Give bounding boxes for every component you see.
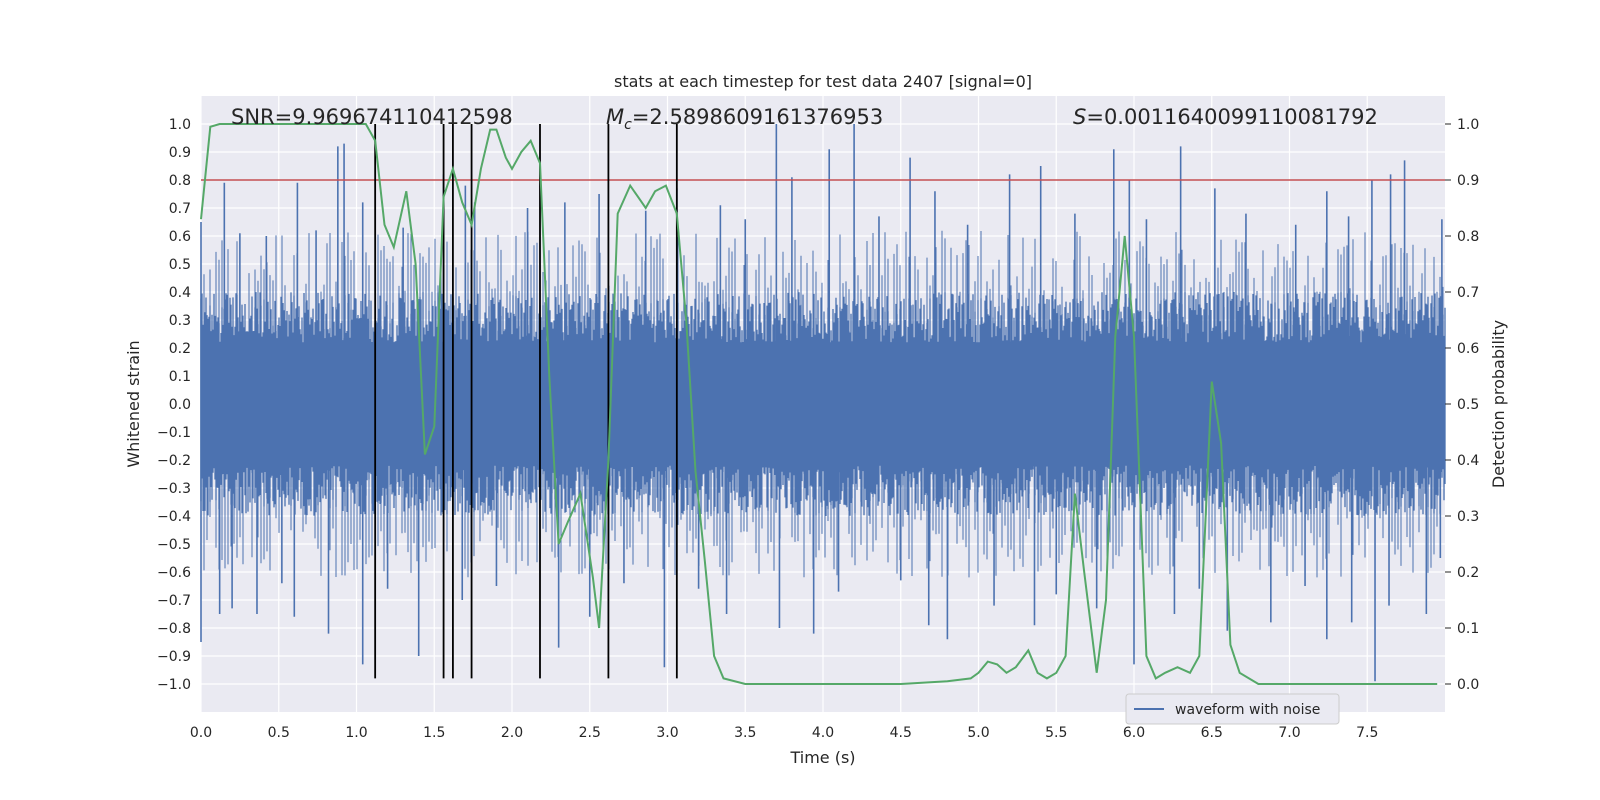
s-annotation: S=0.0011640099110081792: [1073, 105, 1378, 129]
s-value: =0.0011640099110081792: [1086, 105, 1378, 129]
y-tick-label: −0.1: [157, 425, 191, 441]
y2-tick-label: 1.0: [1457, 117, 1479, 133]
x-tick-label: 1.0: [345, 725, 367, 741]
y-tick-label: −0.6: [157, 565, 191, 581]
y-tick-label: 0.2: [169, 341, 191, 357]
y-tick-label: −0.3: [157, 481, 191, 497]
x-tick-label: 2.0: [501, 725, 523, 741]
x-tick-label: 6.5: [1201, 725, 1223, 741]
chirp-mass-value: =2.5898609161376953: [632, 105, 883, 129]
y-ticks: 1.0 0.9 0.8 0.7 0.6 0.5 0.4 0.3 0.2 0.1 0.0 −0.1 −0.…: [157, 117, 191, 693]
x-tick-label: 3.5: [734, 725, 756, 741]
x-tick-label: 5.0: [967, 725, 989, 741]
y2-tick-label: 0.7: [1457, 285, 1479, 301]
y-tick-label: 0.8: [169, 173, 191, 189]
y2-tick-label: 0.2: [1457, 565, 1479, 581]
y-tick-label: −0.7: [157, 593, 191, 609]
y-tick-label: 0.0: [169, 397, 191, 413]
x-tick-label: 1.5: [423, 725, 445, 741]
waveform-series: [200, 124, 1446, 682]
legend-label: waveform with noise: [1175, 702, 1320, 718]
y2-tick-label: 0.4: [1457, 453, 1479, 469]
chirp-mass-annotation: Mc=2.5898609161376953: [606, 105, 883, 133]
s-symbol: S: [1073, 105, 1086, 129]
legend-box: [1125, 693, 1340, 725]
x-tick-label: 5.5: [1045, 725, 1067, 741]
marker-lines: [374, 124, 678, 679]
chirp-mass-symbol: M: [606, 105, 624, 129]
legend: waveform with noise: [1125, 693, 1340, 725]
y2-ticks: 1.0 0.9 0.8 0.7 0.6 0.5 0.4 0.3 0.2 0.1 0.0: [1445, 117, 1479, 693]
chart-title: stats at each timestep for test data 240…: [614, 72, 1032, 91]
y-tick-label: 0.3: [169, 313, 191, 329]
y2-tick-label: 0.5: [1457, 397, 1479, 413]
x-tick-label: 3.0: [656, 725, 678, 741]
y-tick-label: −1.0: [157, 677, 191, 693]
x-tick-label: 7.0: [1278, 725, 1300, 741]
y-tick-label: −0.5: [157, 537, 191, 553]
y2-tick-label: 0.9: [1457, 173, 1479, 189]
snr-annotation: SNR=9.969674110412598: [231, 105, 513, 129]
x-tick-label: 2.5: [579, 725, 601, 741]
y2-tick-label: 0.3: [1457, 509, 1479, 525]
y-tick-label: −0.9: [157, 649, 191, 665]
y-tick-label: −0.4: [157, 509, 191, 525]
y-tick-label: 0.5: [169, 257, 191, 273]
y-tick-label: 0.6: [169, 229, 191, 245]
x-axis-title: Time (s): [789, 748, 855, 767]
y2-tick-label: 0.1: [1457, 621, 1479, 637]
x-ticks: 0.0 0.5 1.0 1.5 2.0 2.5 3.0 3.5 4.0 4.5 5.0 5.5 6.0 6…: [190, 725, 1379, 741]
y2-tick-label: 0.6: [1457, 341, 1479, 357]
y2-tick-label: 0.8: [1457, 229, 1479, 245]
x-tick-label: 4.0: [812, 725, 834, 741]
y-tick-label: 0.1: [169, 369, 191, 385]
y-tick-label: −0.2: [157, 453, 191, 469]
y2-tick-label: 0.0: [1457, 677, 1479, 693]
y-tick-label: −0.8: [157, 621, 191, 637]
y-tick-label: 0.7: [169, 201, 191, 217]
x-tick-label: 4.5: [890, 725, 912, 741]
y-tick-label: 1.0: [169, 117, 191, 133]
x-tick-label: 0.5: [268, 725, 290, 741]
x-tick-label: 7.5: [1356, 725, 1378, 741]
y-axis-title: Whitened strain: [124, 340, 143, 467]
y2-axis-title: Detection probability: [1489, 320, 1508, 488]
x-tick-label: 0.0: [190, 725, 212, 741]
chirp-mass-subscript: c: [624, 117, 632, 133]
x-tick-label: 6.0: [1123, 725, 1145, 741]
y-tick-label: 0.4: [169, 285, 191, 301]
detection-probability-line: [200, 123, 1438, 685]
y-tick-label: 0.9: [169, 145, 191, 161]
